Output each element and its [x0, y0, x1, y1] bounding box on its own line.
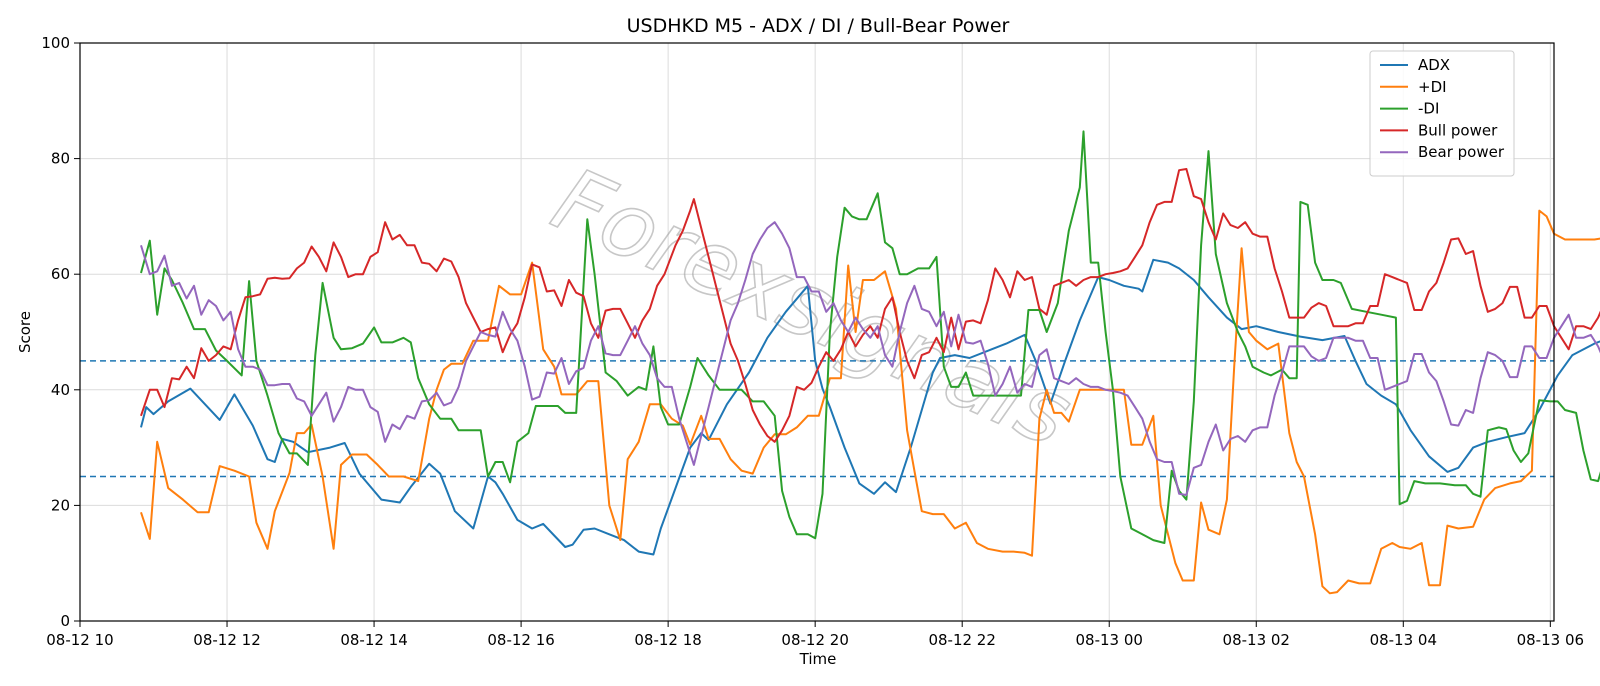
x-tick-label: 08-12 14	[340, 631, 407, 649]
y-tick-label: 20	[51, 496, 70, 514]
y-axis-label: Score	[16, 311, 34, 353]
y-tick-label: 0	[60, 612, 70, 630]
series-line-di	[140, 130, 1600, 544]
plot-frame	[79, 42, 1555, 622]
x-axis-label: Time	[799, 650, 837, 668]
x-tick-label: 08-12 20	[781, 631, 848, 649]
x-tick-label: 08-13 00	[1076, 631, 1143, 649]
y-axis: 0 20 40 60 80 100	[41, 34, 80, 630]
legend-box	[1369, 50, 1515, 177]
y-tick-label: 80	[51, 150, 70, 168]
threshold-lines	[80, 360, 1554, 478]
x-tick-label: 08-12 10	[46, 631, 113, 649]
legend-entry: Bear power	[1418, 143, 1505, 161]
legend-entry: Bull power	[1418, 121, 1498, 139]
x-tick-label: 08-12 18	[634, 631, 701, 649]
y-tick-label: 40	[51, 381, 70, 399]
legend-entry: -DI	[1418, 100, 1439, 118]
y-tick-label: 60	[51, 265, 70, 283]
x-axis: 08-12 10 08-12 12 08-12 14 08-12 16 08-12 18…	[46, 621, 1584, 649]
chart-title: USDHKD M5 - ADX / DI / Bull-Bear Power	[627, 15, 1010, 37]
x-tick-label: 08-13 04	[1370, 631, 1437, 649]
watermark: Forexsignals	[539, 148, 1086, 467]
legend: ADX +DI -DI Bull power Bear power	[1369, 50, 1515, 177]
y-tick-label: 100	[41, 34, 70, 52]
series-line-bull-power	[140, 168, 1600, 443]
x-tick-label: 08-12 22	[928, 631, 995, 649]
series-lines	[140, 130, 1600, 595]
series-line-di	[140, 209, 1600, 595]
x-tick-label: 08-12 16	[487, 631, 554, 649]
x-tick-label: 08-12 12	[193, 631, 260, 649]
legend-entry: ADX	[1418, 56, 1450, 74]
series-line-bear-power	[140, 221, 1600, 496]
series-line-adx	[140, 258, 1600, 556]
x-tick-label: 08-13 06	[1517, 631, 1584, 649]
legend-entry: +DI	[1418, 78, 1447, 96]
x-tick-label: 08-13 02	[1223, 631, 1290, 649]
